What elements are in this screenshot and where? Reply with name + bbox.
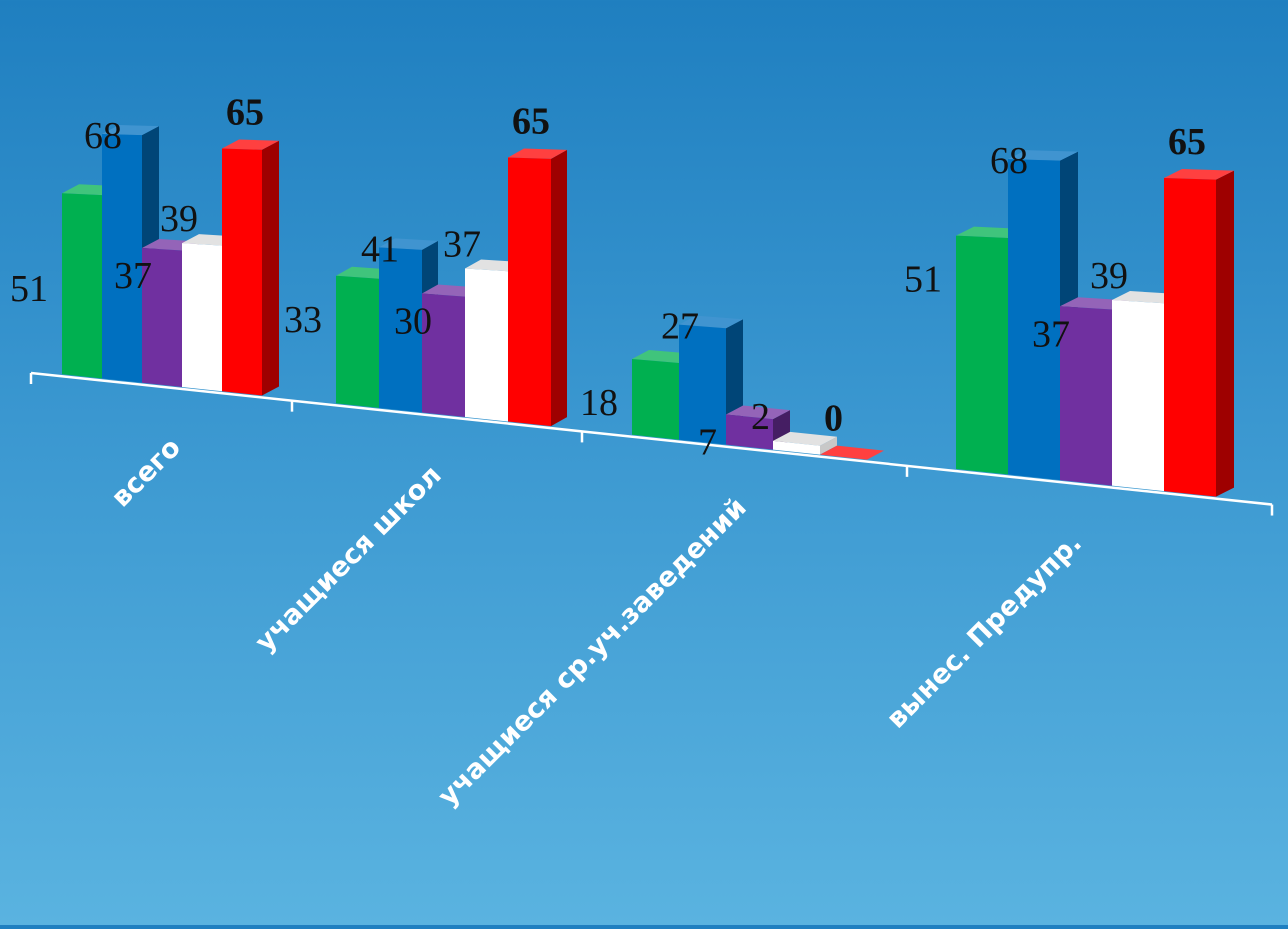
bar: [62, 193, 102, 379]
bar: [1112, 300, 1164, 492]
bar: [379, 247, 422, 413]
bar-side: [1216, 170, 1234, 497]
x-axis-line: [30, 371, 1273, 506]
data-label: 51: [10, 268, 48, 310]
data-label: 30: [394, 301, 432, 343]
bar-top: [773, 431, 837, 446]
bar: [422, 293, 465, 418]
bar: [182, 243, 222, 392]
bar: [142, 248, 182, 388]
bar: [336, 275, 379, 408]
bar-top: [726, 405, 790, 420]
bar-top: [1008, 150, 1078, 161]
category-label: учащиеся школ: [249, 460, 447, 658]
data-label: 0: [824, 398, 843, 440]
data-label: 18: [580, 382, 618, 424]
data-label: 37: [443, 224, 481, 266]
bar-top: [379, 238, 438, 250]
data-label: 41: [361, 228, 399, 270]
bar-side: [551, 149, 567, 427]
category-label: всего: [106, 432, 187, 513]
bar: [726, 414, 773, 450]
bar: [102, 133, 142, 383]
data-label: 37: [114, 255, 152, 297]
data-label: 65: [512, 100, 550, 142]
bar-top: [222, 139, 279, 150]
bar-top: [1164, 168, 1234, 180]
data-label: 39: [160, 198, 198, 240]
data-label: 65: [226, 92, 264, 134]
bar: [465, 268, 508, 422]
data-label: 39: [1090, 255, 1128, 297]
bar: [1008, 159, 1060, 481]
data-label: 27: [661, 306, 699, 348]
data-label: 65: [1168, 121, 1206, 163]
bar: [1164, 177, 1216, 497]
bar-side: [262, 140, 279, 396]
bar: [679, 324, 726, 445]
category-label: учащиеся ср.уч.заведений: [432, 492, 752, 812]
bar-side: [820, 436, 837, 455]
data-label: 33: [284, 299, 322, 341]
bar: [1060, 306, 1112, 486]
category-label: вынес. Предупр.: [881, 528, 1088, 735]
data-label: 7: [698, 421, 717, 463]
data-label: 68: [990, 140, 1028, 182]
bar-top: [102, 124, 159, 136]
data-label: 2: [751, 396, 770, 438]
bar: [956, 235, 1008, 475]
data-label: 37: [1032, 313, 1070, 355]
bar: [632, 359, 679, 440]
bar-top: [508, 148, 567, 159]
bar-top: [820, 445, 884, 460]
data-label: 68: [84, 115, 122, 157]
bar: [508, 157, 551, 427]
bar-top: [679, 315, 743, 329]
data-label: 51: [904, 259, 942, 301]
bar: [222, 148, 262, 396]
bar: [773, 440, 820, 455]
